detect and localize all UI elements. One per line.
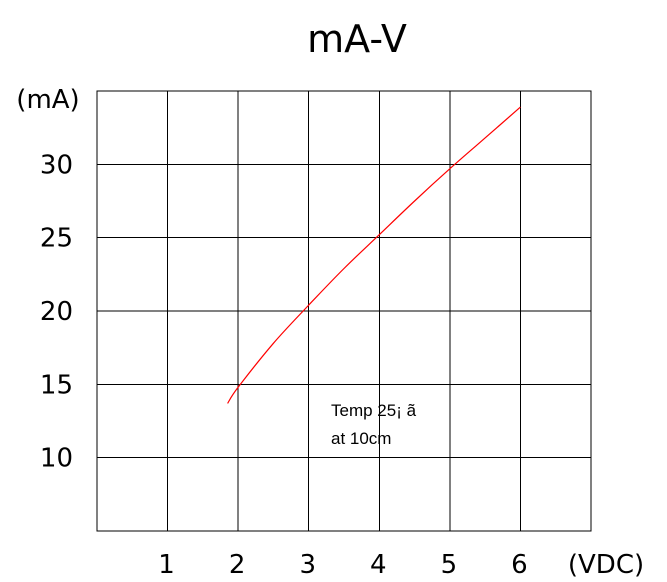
y-tick-label: 30: [40, 150, 73, 180]
chart-title: mA-V: [307, 17, 407, 61]
x-tick-label: 1: [158, 550, 175, 580]
x-tick-label: 4: [370, 550, 387, 580]
series-layer: [227, 106, 521, 404]
annotation: Temp 25¡ ã at 10cm: [331, 401, 417, 448]
annotation-line-1: Temp 25¡ ã: [331, 401, 417, 420]
y-tick-label: 15: [40, 370, 73, 400]
y-tick-label: 25: [40, 224, 73, 254]
plot-frame: [96, 90, 592, 532]
x-tick-label: 6: [511, 550, 528, 580]
y-axis-label: (mA): [16, 85, 79, 115]
x-tick-label: 3: [299, 550, 316, 580]
y-tick-label: 10: [40, 444, 73, 474]
y-tick-label: 20: [40, 297, 73, 327]
x-axis-ticks: 1 2 3 4 5 6: [158, 550, 527, 580]
x-tick-label: 2: [229, 550, 246, 580]
x-axis-label: (VDC): [568, 550, 644, 580]
series-line: [227, 106, 521, 404]
y-axis-ticks: 10 15 20 25 30: [40, 150, 73, 473]
x-tick-label: 5: [441, 550, 458, 580]
grid: [97, 91, 591, 531]
annotation-line-2: at 10cm: [331, 429, 391, 448]
